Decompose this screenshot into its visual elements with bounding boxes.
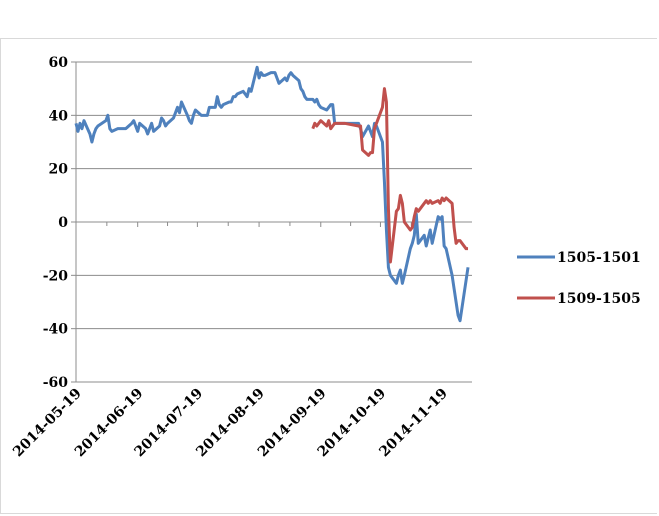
gridlines	[76, 61, 472, 383]
y-tick-label: -20	[43, 268, 69, 284]
y-tick-label: -40	[43, 322, 69, 338]
x-tick-labels: 2014-05-192014-06-192014-07-192014-08-19…	[10, 386, 451, 461]
series-lines	[74, 65, 470, 323]
y-tick-label: -60	[43, 375, 69, 391]
legend-label: 1509-1505	[557, 291, 641, 307]
y-tick-label: 40	[49, 108, 69, 124]
y-tick-label: 60	[49, 55, 69, 71]
y-tick-label: 20	[49, 162, 69, 178]
legend-label: 1505-1501	[557, 250, 641, 266]
legend: 1505-1501 1509-1505	[517, 250, 641, 307]
series-line-1505-1501	[74, 65, 470, 323]
series-line-1509-1505	[311, 87, 469, 264]
y-tick-label: 0	[58, 215, 68, 231]
y-tick-labels: 60 40 20 0 -20 -40 -60	[43, 55, 69, 391]
